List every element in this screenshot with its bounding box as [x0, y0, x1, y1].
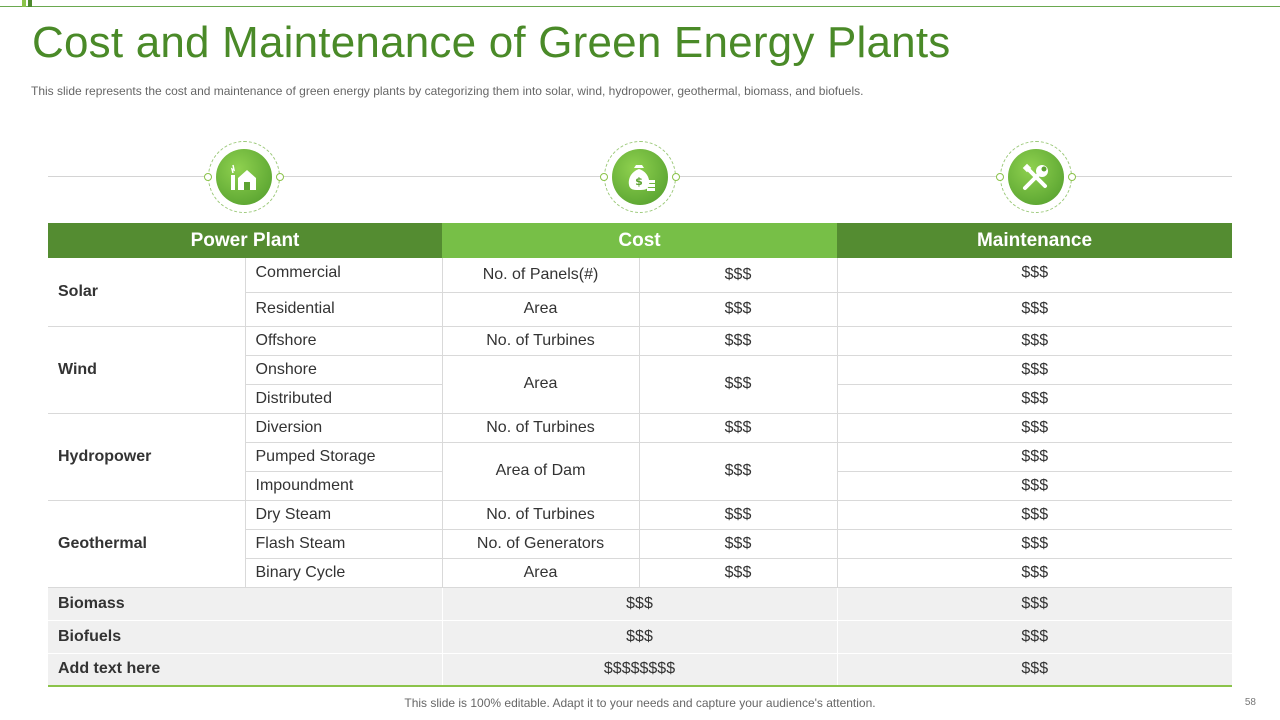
- header-power-plant: Power Plant: [48, 223, 442, 258]
- cost-metric: No. of Turbines: [442, 326, 640, 356]
- category-label: Geothermal: [48, 500, 246, 588]
- cost-value: $$$$$$$$: [442, 653, 838, 687]
- svg-text:$: $: [635, 175, 643, 188]
- subtype-label: Commercial: [245, 258, 443, 293]
- table-row: Onshore Area $$$ $$$: [48, 355, 1233, 414]
- top-accent-mark: [22, 0, 26, 7]
- maintenance-value: $$$: [837, 413, 1233, 443]
- top-rule: [0, 6, 1280, 7]
- cost-value: $$$: [639, 529, 838, 559]
- money-bag-icon-badge: $: [600, 141, 680, 213]
- cost-value: $$$: [639, 558, 838, 588]
- cost-metric: Area: [442, 558, 640, 588]
- power-plant-icon: [216, 149, 272, 205]
- icon-divider: [1074, 176, 1232, 177]
- cost-metric: Area: [442, 292, 640, 327]
- table-row: Distributed $$$: [48, 384, 1233, 414]
- footer-note: This slide is 100% editable. Adapt it to…: [404, 696, 876, 710]
- maintenance-value: $$$: [837, 587, 1233, 621]
- category-label: Biomass: [48, 587, 443, 621]
- table-row: Flash Steam No. of Generators $$$ $$$: [48, 529, 1233, 559]
- cost-value: $$$: [639, 413, 838, 443]
- cost-value: $$$: [442, 587, 838, 621]
- category-label: Hydropower: [48, 413, 246, 501]
- maintenance-value: $$$: [837, 500, 1233, 530]
- icon-divider: [48, 176, 206, 177]
- maintenance-value: $$$: [837, 653, 1233, 687]
- tools-icon: [1008, 149, 1064, 205]
- table-row: Geothermal Dry Steam No. of Turbines $$$…: [48, 500, 1233, 588]
- header-maintenance: Maintenance: [837, 223, 1233, 258]
- header-cost: Cost: [442, 223, 838, 258]
- maintenance-value: $$$: [837, 558, 1233, 588]
- tools-icon-badge: [996, 141, 1076, 213]
- subtype-label: Dry Steam: [245, 500, 443, 530]
- maintenance-value: $$$: [837, 442, 1233, 472]
- table-row: Wind Offshore No. of Turbines $$$ $$$: [48, 326, 1233, 414]
- cost-maintenance-table: Power Plant Cost Maintenance Solar Comme…: [48, 223, 1233, 687]
- table-row: Hydropower Diversion No. of Turbines $$$…: [48, 413, 1233, 501]
- category-label[interactable]: Add text here: [48, 653, 443, 687]
- cost-metric: No. of Panels(#): [442, 258, 640, 293]
- category-label: Solar: [48, 258, 246, 327]
- table-row: Add text here $$$$$$$$ $$$: [48, 653, 1233, 687]
- power-plant-icon-badge: [204, 141, 284, 213]
- subtype-label: Flash Steam: [245, 529, 443, 559]
- icon-divider: [678, 176, 998, 177]
- table-row: Solar Commercial No. of Panels(#) $$$ $$…: [48, 258, 1233, 327]
- cost-metric: No. of Generators: [442, 529, 640, 559]
- subtype-label: Pumped Storage: [245, 442, 443, 472]
- table-row: Biofuels $$$ $$$: [48, 620, 1233, 654]
- subtype-label: Residential: [245, 292, 443, 327]
- maintenance-value: $$$: [837, 529, 1233, 559]
- icon-divider: [282, 176, 602, 177]
- page-number: 58: [1244, 697, 1256, 708]
- subtype-label: Impoundment: [245, 471, 443, 501]
- table-row: Impoundment $$$: [48, 471, 1233, 501]
- subtype-label: Distributed: [245, 384, 443, 414]
- category-label: Wind: [48, 326, 246, 414]
- table-row: Binary Cycle Area $$$ $$$: [48, 558, 1233, 588]
- cost-value: $$$: [639, 500, 838, 530]
- category-label: Biofuels: [48, 620, 443, 654]
- subtype-label: Diversion: [245, 413, 443, 443]
- cost-metric: No. of Turbines: [442, 500, 640, 530]
- page-title: Cost and Maintenance of Green Energy Pla…: [32, 18, 951, 67]
- money-bag-icon: $: [612, 149, 668, 205]
- cost-value: $$$: [442, 620, 838, 654]
- maintenance-value: $$$: [837, 326, 1233, 356]
- maintenance-value: $$$: [837, 384, 1233, 414]
- maintenance-value: $$$: [837, 471, 1233, 501]
- cost-value: $$$: [639, 355, 838, 414]
- maintenance-value: $$$: [837, 620, 1233, 654]
- subtype-label: Onshore: [245, 355, 443, 385]
- subtype-label: Binary Cycle: [245, 558, 443, 588]
- subtype-label: Offshore: [245, 326, 443, 356]
- cost-metric: Area: [442, 355, 640, 414]
- page-subtitle: This slide represents the cost and maint…: [31, 84, 864, 98]
- cost-metric: No. of Turbines: [442, 413, 640, 443]
- maintenance-value: $$$: [837, 292, 1233, 327]
- cost-value: $$$: [639, 292, 838, 327]
- maintenance-value: $$$: [837, 355, 1233, 385]
- table-row: Residential Area $$$ $$$: [48, 292, 1233, 327]
- cost-metric: Area of Dam: [442, 442, 640, 501]
- top-accent-mark: [28, 0, 32, 7]
- cost-value: $$$: [639, 442, 838, 501]
- cost-value: $$$: [639, 258, 838, 293]
- table-row: Pumped Storage Area of Dam $$$ $$$: [48, 442, 1233, 501]
- cost-value: $$$: [639, 326, 838, 356]
- table-row: Biomass $$$ $$$: [48, 587, 1233, 621]
- table-header-row: Power Plant Cost Maintenance: [48, 223, 1233, 258]
- maintenance-value: $$$: [837, 258, 1233, 293]
